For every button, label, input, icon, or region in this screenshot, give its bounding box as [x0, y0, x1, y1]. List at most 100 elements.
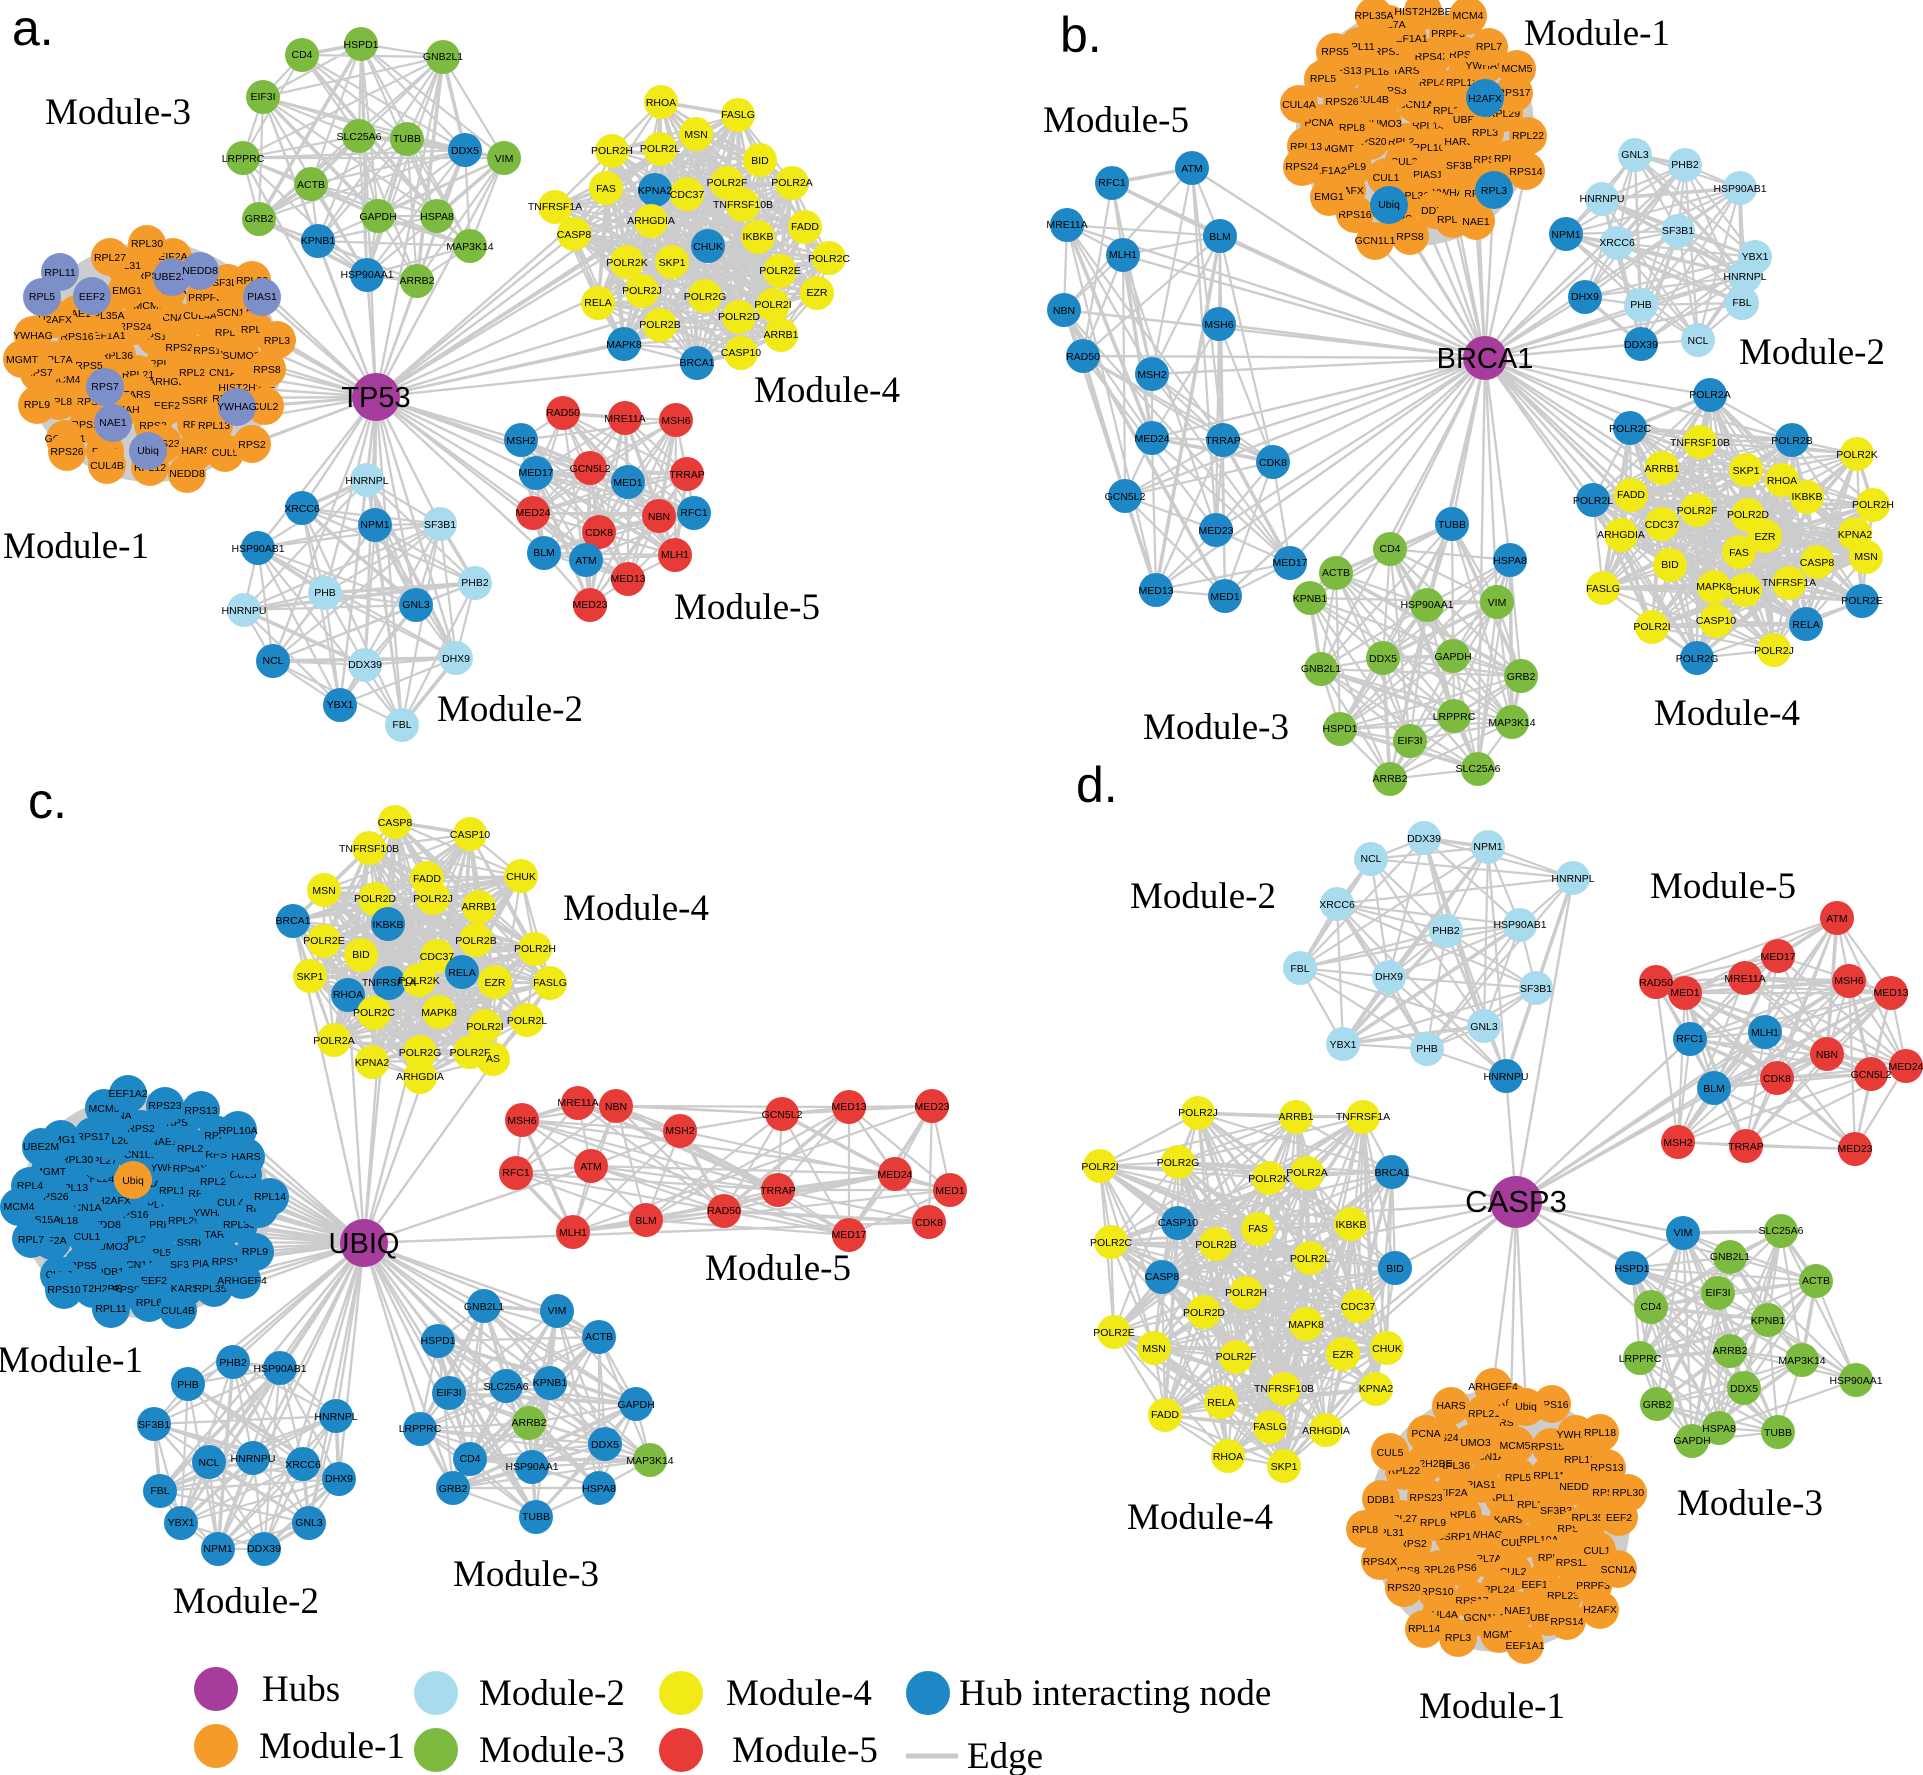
svg-text:Module-5: Module-5	[705, 1248, 851, 1289]
svg-text:RHOA: RHOA	[646, 97, 676, 109]
svg-text:RFC1: RFC1	[1676, 1033, 1704, 1045]
svg-text:DDB1: DDB1	[1367, 1494, 1395, 1506]
svg-text:EEF1A2: EEF1A2	[108, 1088, 147, 1100]
svg-text:BLM: BLM	[1703, 1083, 1725, 1095]
svg-text:GCN1L1: GCN1L1	[1355, 235, 1396, 247]
svg-text:CDC37: CDC37	[1645, 519, 1680, 531]
svg-text:NCL: NCL	[1687, 335, 1708, 347]
svg-text:EZR: EZR	[1333, 1349, 1354, 1361]
svg-text:YWHAG: YWHAG	[13, 330, 53, 342]
svg-text:NAE1: NAE1	[99, 417, 127, 429]
svg-text:GCN5L2: GCN5L2	[762, 1109, 803, 1121]
svg-text:HSPA8: HSPA8	[582, 1483, 616, 1495]
svg-text:CD4: CD4	[1379, 543, 1400, 555]
svg-text:XRCC6: XRCC6	[284, 503, 320, 515]
svg-text:NBN: NBN	[1053, 305, 1075, 317]
svg-text:MED23: MED23	[1198, 525, 1233, 537]
svg-text:RAD50: RAD50	[707, 1205, 741, 1217]
svg-text:RHOA: RHOA	[1767, 475, 1797, 487]
svg-text:CHUK: CHUK	[1730, 585, 1760, 597]
svg-text:LRPPRC: LRPPRC	[222, 153, 265, 165]
svg-text:MSN: MSN	[684, 129, 707, 141]
svg-text:RPS5: RPS5	[1321, 46, 1349, 58]
svg-text:RPS2: RPS2	[238, 439, 266, 451]
svg-text:RPL30: RPL30	[1612, 1487, 1644, 1499]
svg-text:TNFRSF1A: TNFRSF1A	[1762, 577, 1816, 589]
svg-text:HARS: HARS	[231, 1151, 260, 1163]
svg-text:EEF2: EEF2	[141, 1275, 167, 1287]
svg-text:RPS7: RPS7	[91, 381, 119, 393]
svg-text:EZR: EZR	[485, 977, 506, 989]
svg-text:MED24: MED24	[877, 1169, 912, 1181]
svg-text:PHB: PHB	[314, 587, 336, 599]
svg-text:POLR2D: POLR2D	[1727, 509, 1769, 521]
svg-text:POLR2E: POLR2E	[1841, 595, 1882, 607]
svg-text:CASP8: CASP8	[378, 817, 413, 829]
svg-text:POLR2H: POLR2H	[1225, 1287, 1267, 1299]
svg-text:POLR2B: POLR2B	[455, 935, 496, 947]
svg-text:H2AFX: H2AFX	[1468, 93, 1502, 105]
svg-text:GCN5L2: GCN5L2	[1105, 491, 1146, 503]
svg-text:MED1: MED1	[1670, 987, 1699, 999]
svg-text:NAE1: NAE1	[1462, 216, 1490, 228]
svg-text:RPS4X: RPS4X	[1363, 1556, 1397, 1568]
svg-text:Module-1: Module-1	[0, 1340, 143, 1381]
svg-text:TNFRSF1A: TNFRSF1A	[528, 201, 582, 213]
svg-text:RPS17: RPS17	[1497, 87, 1530, 99]
svg-text:NPM1: NPM1	[203, 1543, 232, 1555]
svg-text:UBE2M: UBE2M	[154, 271, 190, 283]
svg-text:POLR2E: POLR2E	[1093, 1327, 1134, 1339]
svg-text:ARRB2: ARRB2	[511, 1417, 546, 1429]
svg-text:POLR2E: POLR2E	[303, 935, 344, 947]
svg-text:POLR2A: POLR2A	[313, 1035, 354, 1047]
svg-text:POLR2L: POLR2L	[640, 143, 680, 155]
svg-text:RPS23: RPS23	[1409, 1492, 1442, 1504]
svg-text:NPM1: NPM1	[1551, 229, 1580, 241]
svg-text:BID: BID	[1386, 1263, 1404, 1275]
svg-text:ARRB1: ARRB1	[763, 329, 798, 341]
svg-text:FADD: FADD	[1151, 1409, 1179, 1421]
svg-text:POLR2D: POLR2D	[354, 893, 396, 905]
svg-text:ARRB1: ARRB1	[1644, 463, 1679, 475]
svg-text:CUL4B: CUL4B	[90, 460, 124, 472]
svg-text:VIM: VIM	[495, 153, 514, 165]
svg-text:DDX39: DDX39	[348, 659, 382, 671]
svg-text:FBL: FBL	[1290, 963, 1309, 975]
svg-text:POLR2J: POLR2J	[413, 893, 453, 905]
svg-text:CD4: CD4	[291, 49, 312, 61]
svg-text:HARS: HARS	[1436, 1400, 1465, 1412]
svg-text:MLH1: MLH1	[1109, 249, 1137, 261]
svg-text:EMG1: EMG1	[112, 285, 142, 297]
svg-text:MED17: MED17	[518, 467, 553, 479]
svg-text:POLR2G: POLR2G	[1676, 653, 1719, 665]
svg-text:HARS: HARS	[1444, 136, 1473, 148]
svg-text:RPS13: RPS13	[184, 1105, 217, 1117]
svg-text:GRB2: GRB2	[439, 1483, 468, 1495]
svg-text:Module-2: Module-2	[173, 1581, 319, 1622]
svg-text:FBL: FBL	[392, 719, 411, 731]
svg-text:RPL35A: RPL35A	[194, 1283, 233, 1295]
svg-text:MAP3K14: MAP3K14	[626, 1455, 673, 1467]
svg-text:POLR2B: POLR2B	[1195, 1239, 1236, 1251]
svg-text:FBL: FBL	[150, 1485, 169, 1497]
svg-text:POLR2C: POLR2C	[1609, 423, 1651, 435]
svg-text:RPS10: RPS10	[1420, 1586, 1453, 1598]
svg-text:POLR2L: POLR2L	[1573, 495, 1613, 507]
svg-text:MRE11A: MRE11A	[604, 413, 645, 425]
svg-text:MAP3K14: MAP3K14	[446, 241, 493, 253]
svg-text:POLR2H: POLR2H	[514, 943, 556, 955]
svg-text:SUMO3: SUMO3	[1453, 1437, 1491, 1449]
svg-text:VIM: VIM	[1674, 1227, 1693, 1239]
svg-text:MED13: MED13	[1873, 987, 1908, 999]
svg-text:YBX1: YBX1	[1330, 1039, 1357, 1051]
svg-text:TNFRSF10B: TNFRSF10B	[339, 843, 399, 855]
svg-text:RPL3: RPL3	[1472, 127, 1498, 139]
svg-text:PRPF3: PRPF3	[1576, 1580, 1610, 1592]
svg-text:NAE1: NAE1	[1504, 1605, 1532, 1617]
svg-text:HARS: HARS	[181, 445, 210, 457]
svg-text:RPL10A: RPL10A	[218, 1125, 257, 1137]
svg-text:DHX9: DHX9	[1571, 291, 1599, 303]
svg-text:BID: BID	[1661, 559, 1679, 571]
svg-text:Module-2: Module-2	[437, 689, 583, 730]
svg-text:FAS: FAS	[596, 183, 616, 195]
